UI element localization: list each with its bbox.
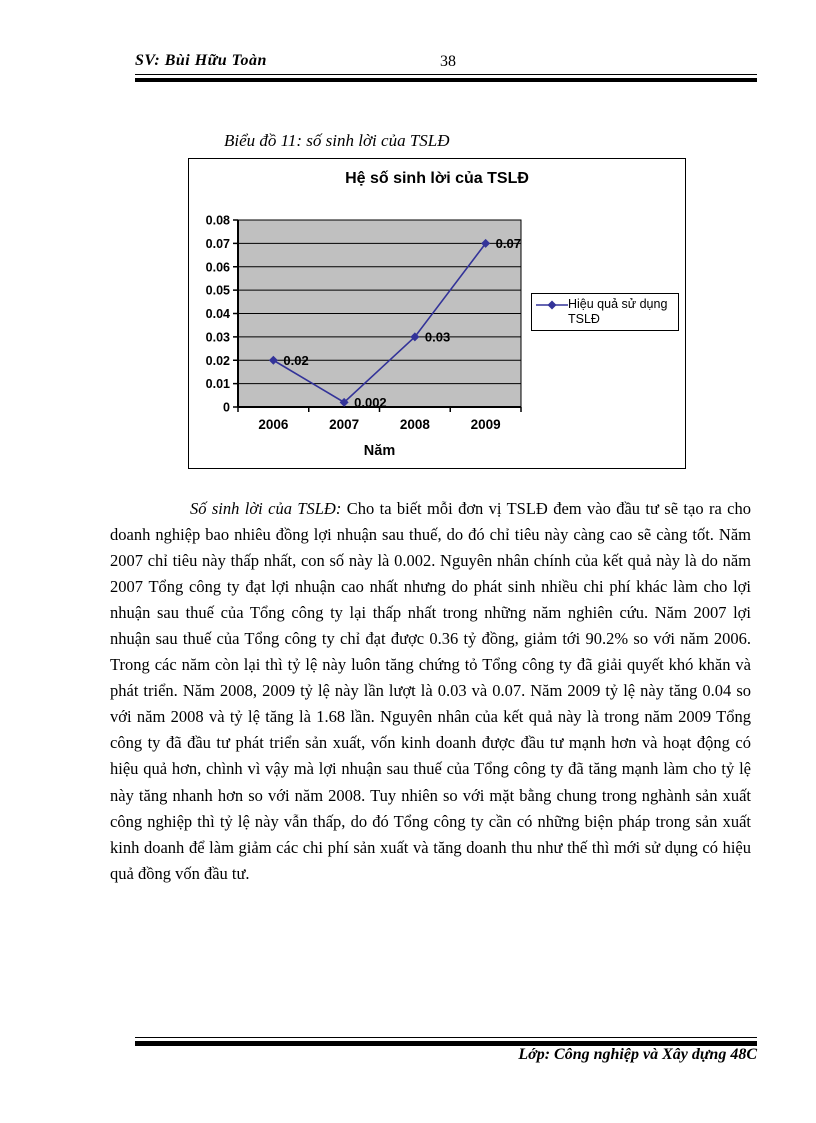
legend-series-label: Hiệu quả sử dụng TSLĐ [568,297,668,326]
svg-text:0.02: 0.02 [283,353,308,368]
svg-text:0.06: 0.06 [206,260,230,274]
svg-text:0.07: 0.07 [496,236,521,251]
footer-rule-thin [135,1037,757,1038]
chart-title: Hệ số sinh lời của TSLĐ [345,170,529,187]
svg-text:0.05: 0.05 [206,284,230,298]
footer-class-label: Lớp: Công nghiệp và Xây dựng 48C [518,1046,757,1063]
svg-text:0.02: 0.02 [206,354,230,368]
svg-text:0.01: 0.01 [206,377,230,391]
svg-text:0.07: 0.07 [206,237,230,251]
header-author: SV: Bùi Hữu Toàn [135,52,267,69]
svg-text:Năm: Năm [364,443,395,459]
svg-text:2008: 2008 [400,417,431,432]
svg-text:2006: 2006 [258,417,289,432]
paragraph-text: Cho ta biết mỗi đơn vị TSLĐ đem vào đầu … [110,498,751,883]
chart-legend: Hiệu quả sử dụng TSLĐ [531,293,679,331]
header-rule-thin [135,74,757,75]
svg-text:0.03: 0.03 [425,329,450,344]
svg-text:0: 0 [223,401,230,415]
svg-text:0.08: 0.08 [206,214,230,228]
svg-text:0.04: 0.04 [206,307,230,321]
svg-text:2009: 2009 [471,417,501,432]
svg-text:0.002: 0.002 [354,395,387,410]
chart-caption: Biểu đồ 11: số sinh lời của TSLĐ [224,131,450,150]
chart-plot-svg: 0 0.01 0.02 0.03 0.04 0.05 0.06 0.07 0.08 2006 200… [206,214,522,459]
chart-frame: Hệ số sinh lời của TSLĐ 0 0.01 0.02 0.03 0.0… [188,158,686,469]
body-paragraph: Số sinh lời của TSLĐ: Cho ta biết mỗi đơ… [110,496,751,887]
paragraph-lead: Số sinh lời của TSLĐ: [190,498,342,518]
header-page-number: 38 [440,53,456,70]
header-rule-thick [135,78,757,82]
legend-line-marker-icon [536,300,568,310]
svg-text:0.03: 0.03 [206,330,230,344]
svg-text:2007: 2007 [329,417,359,432]
footer-rule-thick [135,1041,757,1046]
